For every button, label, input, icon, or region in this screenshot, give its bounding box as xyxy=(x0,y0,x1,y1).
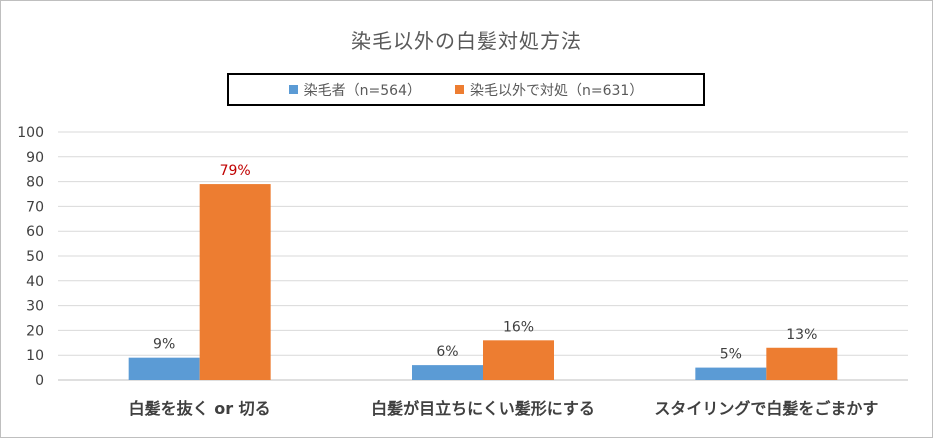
y-tick-label: 20 xyxy=(26,323,44,339)
y-tick-label: 10 xyxy=(26,348,44,364)
legend-item-series-1: 染毛者（n=564） xyxy=(288,80,421,100)
bar-series-1-cat-2 xyxy=(412,365,483,380)
legend-label-series-1: 染毛者（n=564） xyxy=(303,82,421,99)
y-tick-label: 0 xyxy=(35,373,44,389)
y-tick-label: 70 xyxy=(26,199,44,215)
y-tick-label: 30 xyxy=(26,299,44,315)
bar-series-2-cat-3 xyxy=(766,347,838,380)
data-label: 5% xyxy=(720,347,742,363)
bar-series-1-cat-1 xyxy=(128,357,200,380)
bar-series-2-cat-1 xyxy=(199,184,271,380)
data-label: 6% xyxy=(436,344,458,360)
x-category-label: 白髪を抜く or 切る xyxy=(129,399,271,418)
bar-series-2-cat-2 xyxy=(483,340,554,380)
y-tick-label: 100 xyxy=(17,125,44,141)
y-tick-label: 90 xyxy=(26,150,44,166)
data-label: 13% xyxy=(786,327,817,343)
chart-title: 染毛以外の白髪対処方法 xyxy=(351,29,582,53)
legend-item-series-2: 染毛以外で対処（n=631） xyxy=(455,80,643,100)
y-tick-label: 60 xyxy=(26,224,44,240)
y-tick-label: 80 xyxy=(26,175,44,191)
legend: 染毛者（n=564） 染毛以外で対処（n=631） xyxy=(227,73,705,106)
legend-swatch-series-2 xyxy=(455,85,464,94)
x-category-label: スタイリングで白髪をごまかす xyxy=(654,399,878,418)
legend-label-series-2: 染毛以外で対処（n=631） xyxy=(470,82,644,99)
bar-series-1-cat-3 xyxy=(695,367,767,380)
y-tick-label: 40 xyxy=(26,274,44,290)
data-label: 79% xyxy=(220,163,251,179)
data-label: 9% xyxy=(153,337,175,353)
legend-swatch-series-1 xyxy=(288,85,298,94)
data-label: 16% xyxy=(503,319,534,335)
x-category-label: 白髪が目立ちにくい髪形にする xyxy=(371,399,595,418)
y-tick-label: 50 xyxy=(26,249,44,265)
